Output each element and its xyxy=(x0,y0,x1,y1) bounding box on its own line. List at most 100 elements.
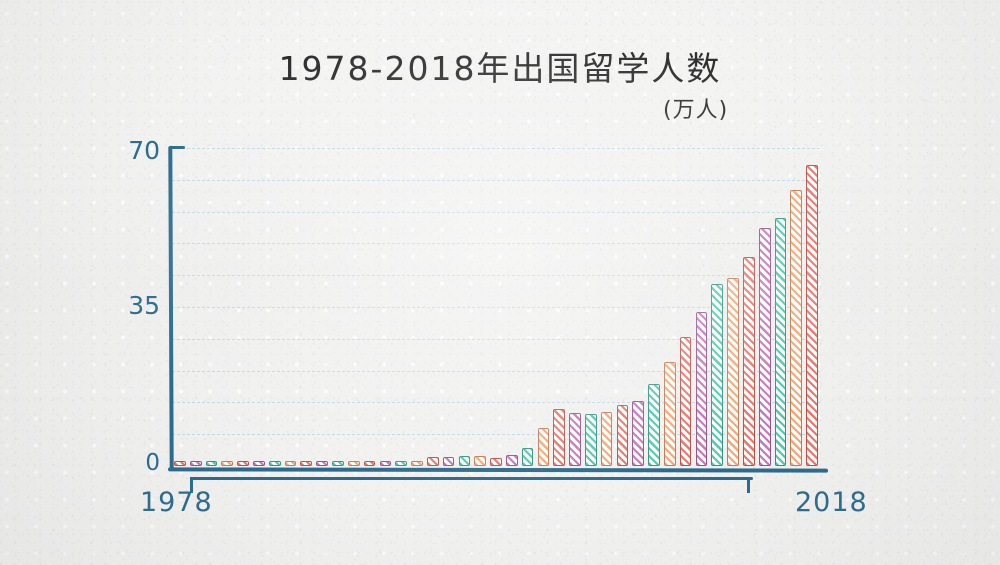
bar-hatch-pattern xyxy=(807,166,817,465)
bar-hatch-pattern xyxy=(380,462,391,465)
y-axis-top-tick xyxy=(169,146,185,149)
bar-1991[interactable] xyxy=(379,461,392,466)
bar-2012[interactable] xyxy=(711,284,724,466)
bar-2007[interactable] xyxy=(632,400,645,466)
bar-hatch-pattern xyxy=(475,457,486,465)
bar-1979[interactable] xyxy=(189,461,202,466)
bar-1996[interactable] xyxy=(458,456,471,466)
bar-1987[interactable] xyxy=(316,461,328,466)
bar-2013[interactable] xyxy=(727,277,739,466)
bar-2011[interactable] xyxy=(695,311,708,466)
bar-2001[interactable] xyxy=(537,427,550,466)
bar-hatch-pattern xyxy=(269,462,280,465)
bar-1989[interactable] xyxy=(347,461,360,466)
gridline xyxy=(172,402,820,404)
bar-hatch-pattern xyxy=(506,456,517,465)
gridline xyxy=(172,179,820,181)
bar-1992[interactable] xyxy=(395,461,407,466)
bar-hatch-pattern xyxy=(491,458,501,465)
bar-1985[interactable] xyxy=(284,461,297,466)
bar-hatch-pattern xyxy=(665,362,675,465)
bar-hatch-pattern xyxy=(585,414,596,465)
bar-hatch-pattern xyxy=(649,385,659,465)
bar-hatch-pattern xyxy=(412,462,422,465)
bar-1990[interactable] xyxy=(363,461,376,466)
bar-2015[interactable] xyxy=(758,227,771,466)
bar-hatch-pattern xyxy=(254,462,264,465)
bar-2000[interactable] xyxy=(521,448,534,466)
bar-2018[interactable] xyxy=(806,165,818,466)
bar-2003[interactable] xyxy=(569,412,581,466)
bar-2017[interactable] xyxy=(790,189,803,466)
bar-hatch-pattern xyxy=(680,337,691,465)
x-axis-label-start: 1978 xyxy=(140,487,213,518)
bar-hatch-pattern xyxy=(744,258,754,465)
bar-2002[interactable] xyxy=(553,409,566,466)
bar-1984[interactable] xyxy=(268,461,281,466)
bar-hatch-pattern xyxy=(206,462,217,465)
y-axis-label-top: 70 xyxy=(128,136,160,165)
bar-2005[interactable] xyxy=(600,411,613,466)
bar-hatch-pattern xyxy=(443,457,454,465)
gridline xyxy=(172,370,820,372)
bar-hatch-pattern xyxy=(427,458,438,465)
bar-2008[interactable] xyxy=(648,384,660,466)
x-axis-range-bracket-bar xyxy=(190,477,753,480)
bar-hatch-pattern xyxy=(175,462,185,465)
bar-1981[interactable] xyxy=(221,461,234,466)
bar-2009[interactable] xyxy=(664,361,676,466)
bar-hatch-pattern xyxy=(285,462,296,465)
bar-1998[interactable] xyxy=(490,457,502,466)
bar-2010[interactable] xyxy=(679,336,692,466)
bar-1993[interactable] xyxy=(411,461,423,466)
bar-1988[interactable] xyxy=(332,461,344,466)
bar-hatch-pattern xyxy=(396,462,406,465)
gridline xyxy=(172,275,820,277)
bar-hatch-pattern xyxy=(759,228,770,465)
bar-hatch-pattern xyxy=(317,462,327,465)
gridline xyxy=(172,148,820,149)
bar-hatch-pattern xyxy=(459,457,470,465)
gridline xyxy=(172,211,820,213)
bar-2004[interactable] xyxy=(584,413,597,466)
bar-hatch-pattern xyxy=(601,412,612,465)
bar-hatch-pattern xyxy=(522,449,533,465)
bar-1978[interactable] xyxy=(174,461,186,466)
bar-2016[interactable] xyxy=(774,218,787,466)
bar-1982[interactable] xyxy=(237,461,249,466)
bar-hatch-pattern xyxy=(696,312,707,465)
bar-1994[interactable] xyxy=(426,457,439,466)
bar-hatch-pattern xyxy=(222,462,233,465)
x-axis-label-end: 2018 xyxy=(795,487,868,518)
bar-1995[interactable] xyxy=(442,456,455,466)
bar-hatch-pattern xyxy=(348,462,359,465)
gridline xyxy=(172,307,820,308)
bar-hatch-pattern xyxy=(775,219,786,465)
chart-title: 1978-2018年出国留学人数 xyxy=(278,49,722,88)
bar-hatch-pattern xyxy=(791,190,802,465)
bar-1983[interactable] xyxy=(253,461,265,466)
gridline xyxy=(172,434,820,436)
bar-hatch-pattern xyxy=(554,410,565,465)
gridline xyxy=(172,338,820,340)
bar-hatch-pattern xyxy=(570,413,580,465)
bar-hatch-pattern xyxy=(712,285,723,465)
chart-subtitle-unit: (万人) xyxy=(663,98,729,123)
bar-hatch-pattern xyxy=(633,401,644,465)
x-axis-line xyxy=(167,467,829,473)
bar-2014[interactable] xyxy=(743,257,755,466)
gridline xyxy=(172,243,820,245)
bar-2006[interactable] xyxy=(616,405,629,466)
bar-hatch-pattern xyxy=(538,428,549,465)
bar-1986[interactable] xyxy=(300,461,313,466)
x-axis-range-bracket xyxy=(190,477,750,493)
bar-hatch-pattern xyxy=(238,462,248,465)
bar-hatch-pattern xyxy=(301,462,312,465)
bar-hatch-pattern xyxy=(364,462,375,465)
bar-1997[interactable] xyxy=(474,456,487,466)
bar-1999[interactable] xyxy=(505,455,518,466)
y-axis-label-zero: 0 xyxy=(145,450,160,476)
bar-1980[interactable] xyxy=(205,461,218,466)
